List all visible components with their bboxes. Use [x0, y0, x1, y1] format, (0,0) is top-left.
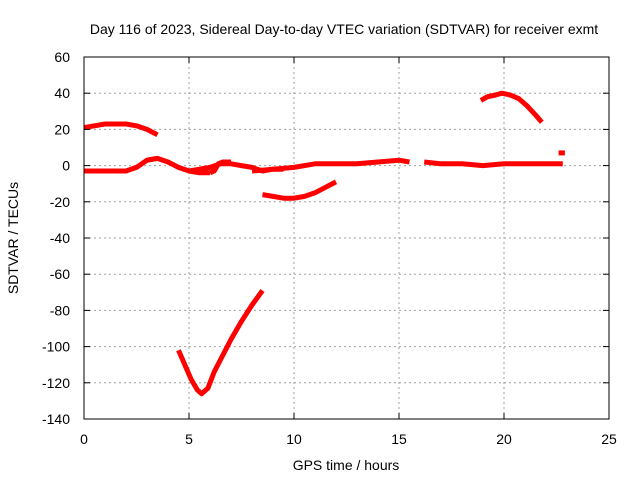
x-axis-label: GPS time / hours [293, 457, 400, 473]
series-arc-8 [176, 289, 265, 397]
x-tick-label: 15 [391, 431, 407, 447]
series-arc-9 [262, 179, 338, 201]
y-tick-label: -20 [50, 194, 70, 210]
grid [84, 57, 609, 419]
y-tick-label: -80 [50, 302, 70, 318]
series-arc-7 [83, 121, 159, 138]
series-arc-2 [146, 155, 210, 176]
x-tick-label: 0 [80, 431, 88, 447]
x-tick-label: 10 [286, 431, 302, 447]
x-tick-label: 20 [496, 431, 512, 447]
y-tick-label: -100 [42, 339, 70, 355]
y-tick-label: 60 [54, 49, 70, 65]
series-arc-10 [479, 90, 544, 124]
chart-title: Day 116 of 2023, Sidereal Day-to-day VTE… [90, 21, 598, 37]
series-arc-5 [251, 157, 410, 174]
series-arc-4 [209, 159, 231, 176]
y-tick-label: -40 [50, 230, 70, 246]
y-tick-label: -60 [50, 266, 70, 282]
y-axis-label: SDTVAR / TECUs [5, 182, 21, 294]
y-tick-label: 40 [54, 85, 70, 101]
series-arc-6 [423, 159, 563, 169]
x-tick-label: 5 [185, 431, 193, 447]
y-tick-label: -120 [42, 375, 70, 391]
y-tick-label: 0 [62, 158, 70, 174]
x-tick-label: 25 [601, 431, 617, 447]
y-tick-label: -140 [42, 411, 70, 427]
y-tick-label: 20 [54, 121, 70, 137]
data-series [83, 90, 565, 397]
axis-ticks: 0 5 10 15 20 25 -140 -120 -100 -80 -60 -40 -20 0 20 40 6… [42, 49, 617, 447]
series-arc-1 [84, 155, 158, 174]
